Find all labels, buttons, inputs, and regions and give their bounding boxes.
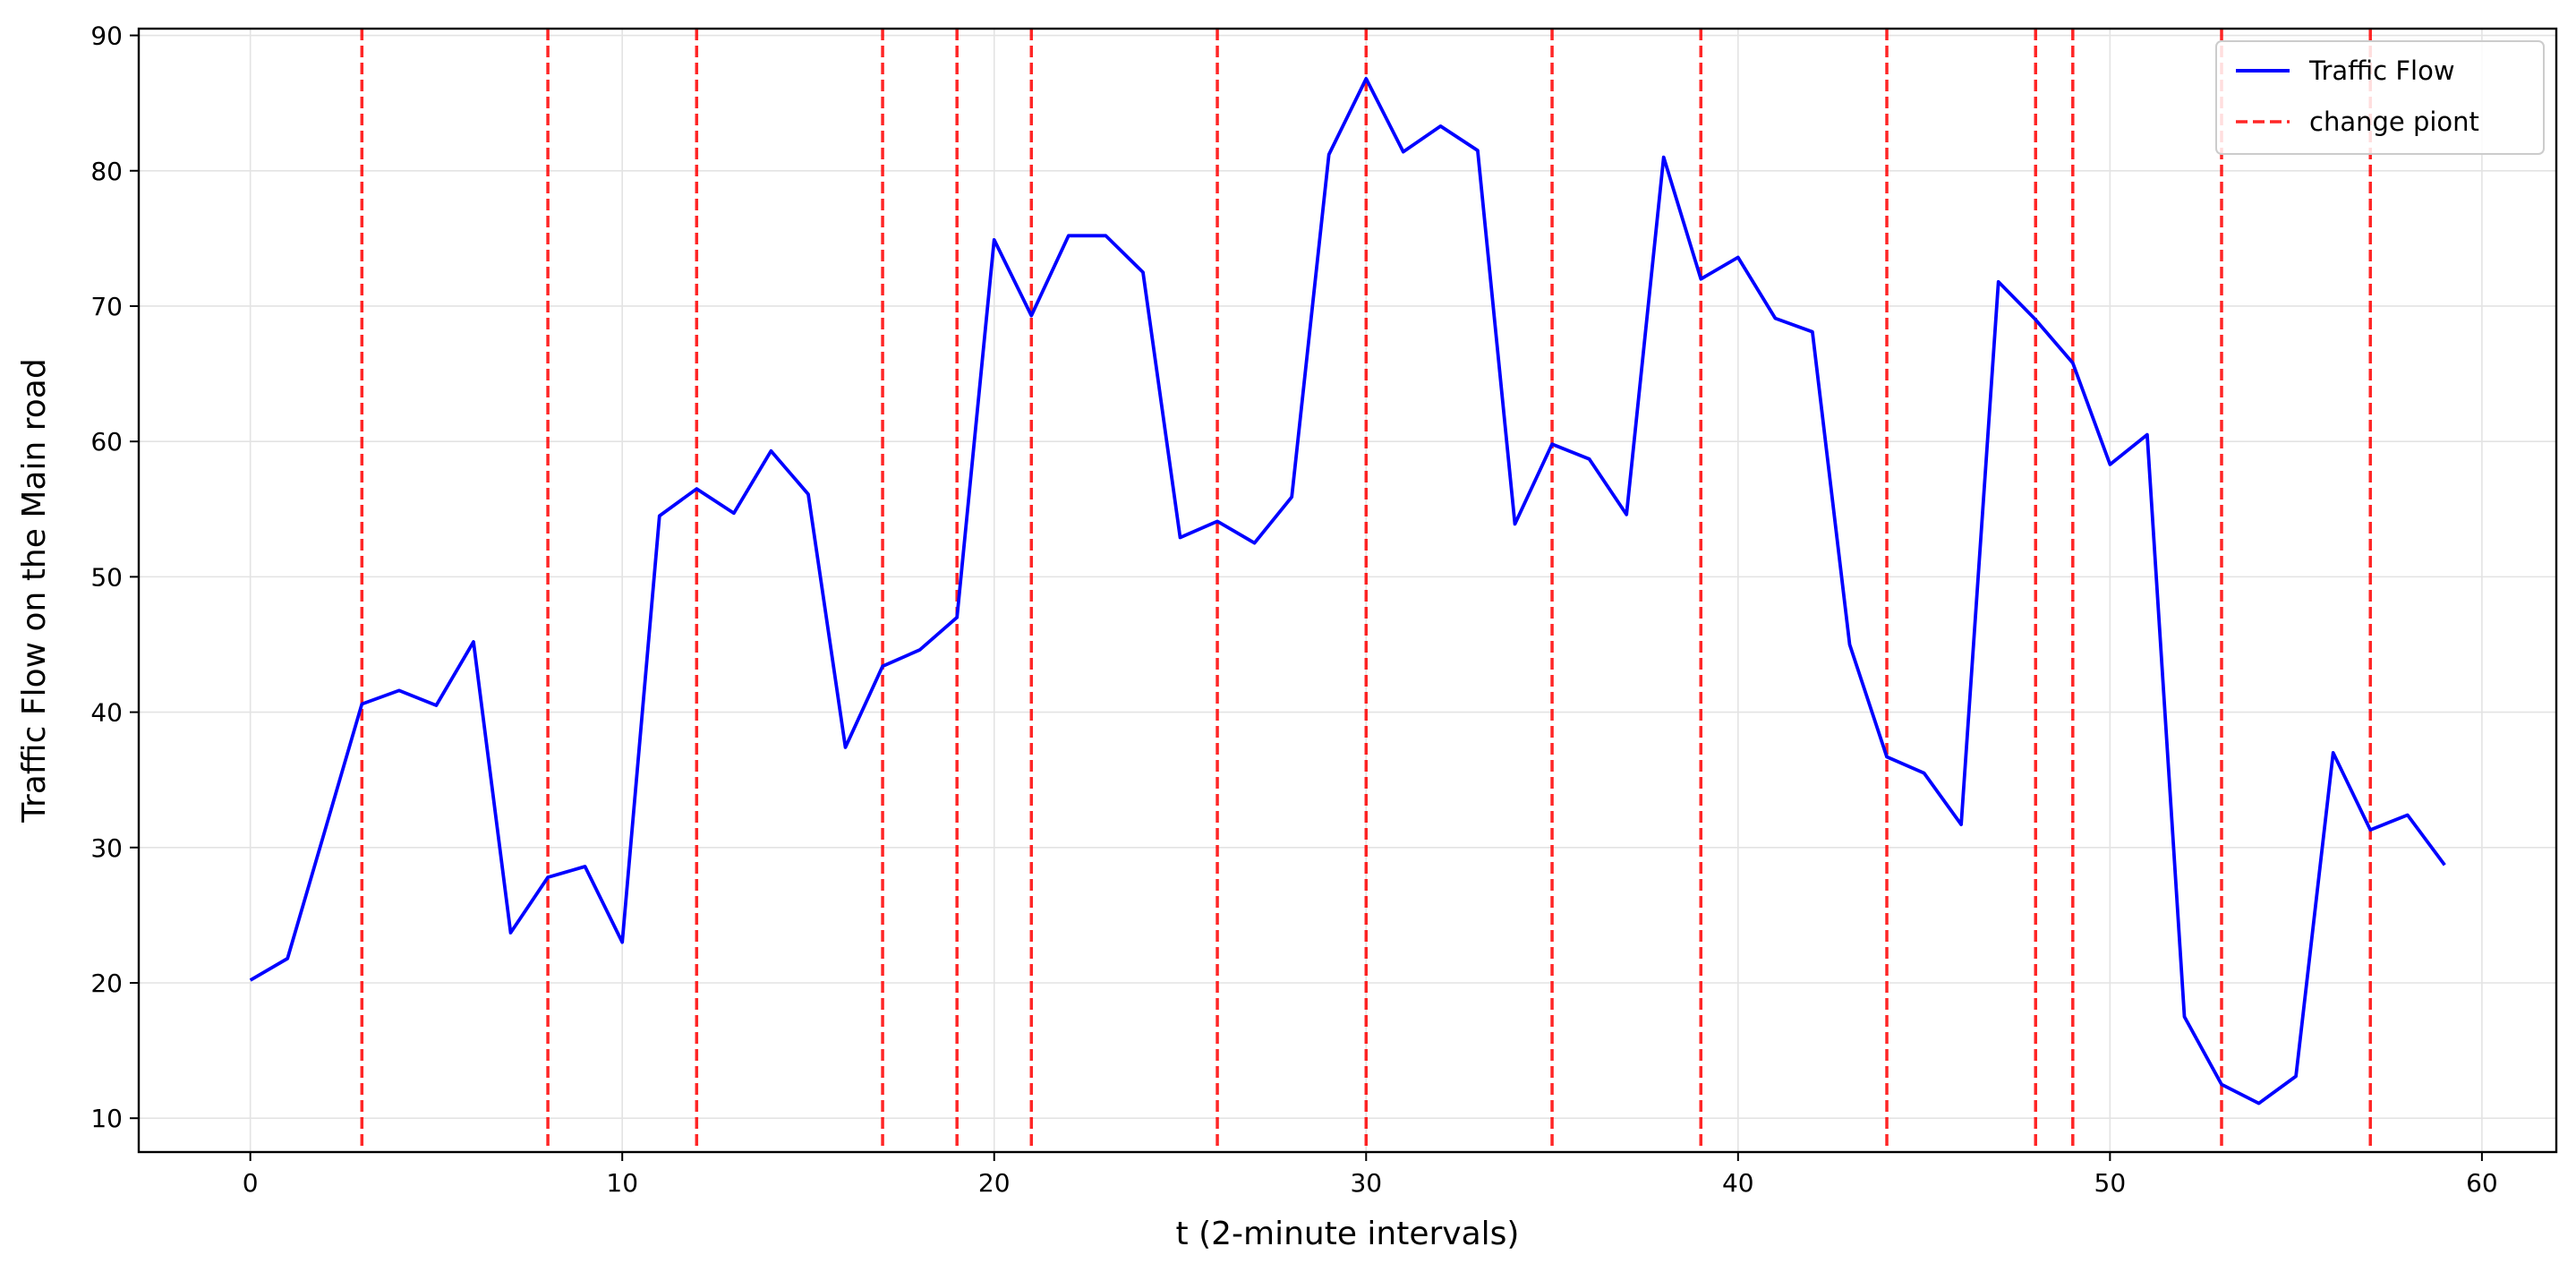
legend-label-traffic-flow: Traffic Flow [2308, 55, 2455, 86]
plot-frame [137, 27, 2558, 1154]
y-tick-label: 60 [90, 427, 123, 457]
y-tick-label: 30 [90, 833, 123, 863]
legend: Traffic Flow change piont [2215, 40, 2545, 155]
traffic-flow-line [249, 77, 2446, 1106]
y-tick-label: 50 [90, 562, 123, 592]
legend-box [2215, 40, 2545, 155]
y-tick-label: 20 [90, 969, 123, 998]
x-axis-ticks: 0 10 20 30 40 50 60 [243, 1152, 2498, 1198]
legend-label-change-point: change piont [2309, 107, 2479, 137]
x-axis-label: t (2-minute intervals) [1176, 1216, 1520, 1252]
y-tick-label: 80 [90, 157, 123, 186]
x-tick-label: 10 [606, 1168, 638, 1198]
y-tick-label: 90 [90, 21, 123, 51]
x-tick-label: 30 [1350, 1168, 1382, 1198]
y-axis-ticks: 10 20 30 40 50 60 70 80 90 [90, 21, 139, 1133]
y-axis-label: Traffic Flow on the Main road [16, 358, 53, 823]
y-tick-label: 10 [90, 1104, 123, 1133]
y-tick-label: 40 [90, 698, 123, 728]
grid [139, 29, 2556, 1152]
x-tick-label: 60 [2466, 1168, 2498, 1198]
x-tick-label: 20 [978, 1168, 1011, 1198]
x-tick-label: 0 [243, 1168, 259, 1198]
x-tick-label: 50 [2094, 1168, 2127, 1198]
series-lines [249, 77, 2446, 1106]
x-tick-label: 40 [1722, 1168, 1754, 1198]
y-tick-label: 70 [90, 292, 123, 321]
change-point-lines [360, 29, 2372, 1152]
